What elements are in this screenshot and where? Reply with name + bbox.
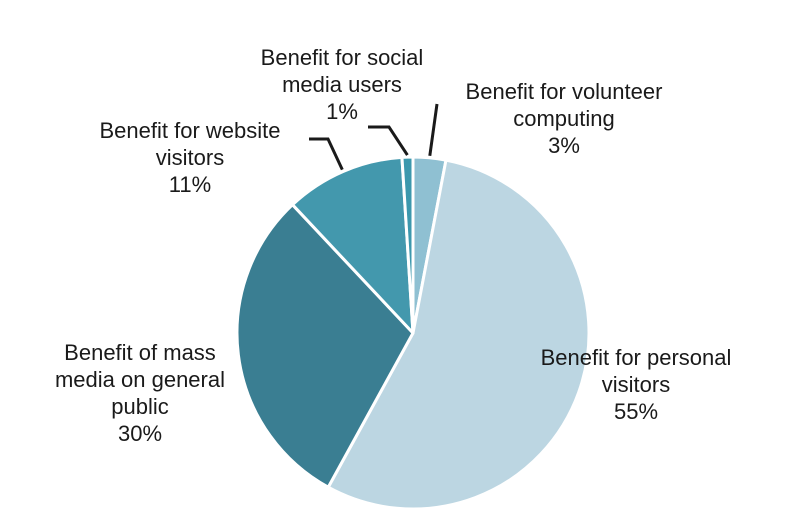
slice-label-line: visitors	[155, 145, 225, 170]
slice-label-website-visitors: Benefit for website visitors 11%	[72, 117, 308, 198]
slice-label-mass-media: Benefit of mass media on general public …	[30, 339, 250, 447]
slice-label-line: public	[111, 394, 169, 419]
slice-label-line: Benefit for volunteer	[465, 79, 663, 104]
pie-slice-website-visitors	[291, 155, 415, 335]
slice-label-line: Benefit of mass	[64, 340, 216, 365]
slice-label-line: media on general	[54, 367, 225, 392]
slice-label-volunteer-computing: Benefit for volunteer computing 3%	[442, 78, 686, 159]
slice-value-label: 3%	[548, 133, 580, 158]
slice-label-line: Benefit for personal	[540, 345, 732, 370]
slice-label-line: Benefit for website	[99, 118, 281, 143]
pie-slice-personal-visitors	[326, 158, 591, 511]
slice-value-label: 30%	[117, 421, 163, 446]
pie-slices	[235, 155, 591, 511]
leader-line-website-visitors	[309, 137, 344, 171]
slice-label-personal-visitors: Benefit for personal visitors 55%	[514, 344, 758, 425]
slice-value-label: 11%	[168, 172, 212, 197]
slice-label-line: computing	[513, 106, 615, 131]
leader-line-social-media	[368, 125, 409, 156]
slice-label-line: media users	[282, 72, 402, 97]
leader-lines	[309, 103, 439, 171]
slice-label-line: Benefit for social	[260, 45, 424, 70]
leader-line-volunteer-computing	[428, 103, 439, 157]
pie-slice-mass-media	[235, 203, 415, 489]
slice-label-social-media: Benefit for social media users 1%	[232, 44, 452, 125]
slice-label-line: visitors	[601, 372, 671, 397]
slice-value-label: 55%	[613, 399, 659, 424]
slice-value-label: 1%	[326, 99, 358, 124]
pie-slice-social-media	[400, 155, 415, 335]
